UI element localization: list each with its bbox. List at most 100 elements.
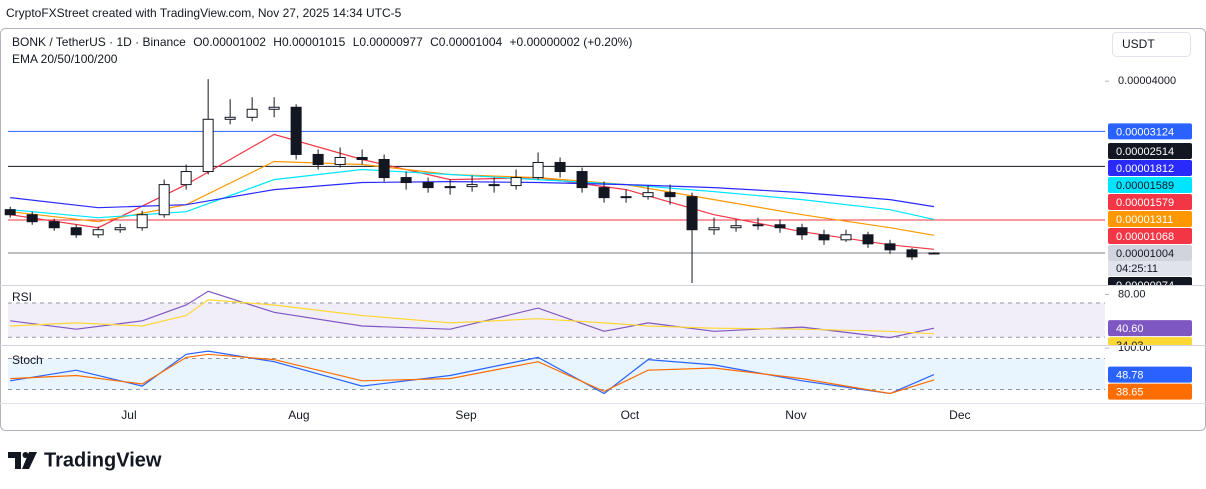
- price-badge: [1108, 142, 1192, 159]
- candle-body: [576, 171, 588, 189]
- brand-name: TradingView: [44, 449, 162, 471]
- price-badge: [1108, 276, 1192, 285]
- candle-body: [4, 209, 16, 216]
- candle-body: [708, 227, 720, 231]
- price-badge-label: 0.00000974: [1116, 280, 1174, 292]
- candle-body: [422, 182, 434, 189]
- candle-body: [26, 214, 38, 223]
- candle-body: [202, 118, 214, 173]
- x-tick-label: Oct: [621, 408, 640, 422]
- candle-body: [48, 221, 60, 229]
- candle-body: [290, 106, 302, 155]
- candle-body: [664, 192, 676, 198]
- price-badge: [1108, 193, 1192, 210]
- candle-body: [466, 184, 478, 188]
- logo-shape: [22, 452, 29, 458]
- indicator-line: [10, 353, 935, 395]
- candle-body: [752, 224, 764, 227]
- candle-body: [400, 177, 412, 184]
- indicator-label: EMA 20/50/100/200: [12, 52, 118, 66]
- candle-body: [642, 192, 654, 198]
- ohlc-low: L0.00000977: [353, 35, 423, 49]
- candle-body: [510, 177, 522, 187]
- ema-line: [10, 160, 935, 236]
- candle-body: [180, 171, 192, 186]
- x-tick-label: Jul: [121, 408, 136, 422]
- candle-body: [312, 153, 324, 165]
- candle-body: [444, 186, 456, 189]
- candle-body: [730, 225, 742, 229]
- band-fill: [8, 358, 1105, 390]
- x-tick-label: Aug: [288, 408, 309, 422]
- candle-body: [92, 229, 104, 236]
- price-badge: [1108, 159, 1192, 176]
- price-badge-label: 0.00001068: [1116, 231, 1174, 243]
- candle-body: [884, 243, 896, 251]
- pane-title: Stoch: [12, 353, 43, 367]
- logo-shape: [22, 452, 37, 469]
- ohlc-close: C0.00001004: [430, 35, 502, 49]
- candle-body: [840, 234, 852, 241]
- currency-button[interactable]: [1112, 32, 1191, 57]
- y-tick-label: 0.00004000: [1118, 75, 1176, 87]
- candle-body: [532, 161, 544, 179]
- candle-body: [488, 184, 500, 187]
- x-tick-label: Nov: [785, 408, 806, 422]
- candle-body: [136, 214, 148, 229]
- candle-body: [378, 158, 390, 179]
- candle-body: [906, 249, 918, 258]
- candle-body: [862, 234, 874, 245]
- price-badge: [1108, 383, 1192, 400]
- price-badge-label: 40.60: [1116, 323, 1144, 335]
- candle-body: [818, 234, 830, 241]
- indicator-line: [10, 299, 935, 335]
- x-tick-label: Dec: [949, 408, 970, 422]
- candle-body: [598, 187, 610, 199]
- price-badge: [1108, 123, 1192, 140]
- candle-body: [246, 108, 258, 118]
- candle-body: [796, 227, 808, 236]
- candle-body: [686, 196, 698, 231]
- symbol-title: BONK / TetherUS · 1D · Binance: [12, 35, 186, 49]
- price-pane: 0.00004000 0.00003124 0.00002514 0.00001812…: [4, 75, 1192, 292]
- price-badge: [1108, 337, 1192, 345]
- currency-label[interactable]: USDT: [1122, 37, 1155, 51]
- rsi-pane: 80.00 40.60 34.03: [8, 288, 1192, 345]
- price-badge-label: 48.78: [1116, 370, 1144, 382]
- y-tick-label: 100.00: [1118, 342, 1152, 354]
- price-badge: [1108, 320, 1192, 337]
- price-badge-label: 38.65: [1116, 387, 1144, 399]
- candle-body: [774, 224, 786, 229]
- x-tick-label: Sep: [455, 408, 477, 422]
- price-badge-label: 0.00001311: [1116, 214, 1173, 226]
- candle-body: [268, 106, 280, 110]
- symbol-header: BONK / TetherUS · 1D · Binance O0.000010…: [12, 35, 632, 49]
- price-badge: [1108, 210, 1192, 227]
- price-badge-label: 0.00001589: [1116, 180, 1174, 192]
- price-badge: [1108, 244, 1192, 261]
- price-badge: [1108, 227, 1192, 244]
- brand-logo: [8, 452, 37, 469]
- candle-body: [70, 227, 82, 236]
- candle-body: [114, 227, 126, 231]
- price-badge-label: 0.00002514: [1116, 146, 1174, 158]
- ohlc-high: H0.00001015: [273, 35, 345, 49]
- price-badge-label: 0.00001812: [1116, 163, 1174, 175]
- candle-body: [554, 161, 566, 173]
- candle-body: [356, 156, 368, 160]
- price-badge-label: 0.00001004: [1116, 248, 1174, 260]
- caption: CryptoFXStreet created with TradingView.…: [6, 6, 402, 20]
- price-badge-label: 0.00001579: [1116, 197, 1174, 209]
- ohlc-open: O0.00001002: [193, 35, 266, 49]
- ohlc-change: +0.00000002 (+0.20%): [510, 35, 633, 49]
- pane-title: RSI: [12, 290, 32, 304]
- countdown-label: 04:25:11: [1116, 263, 1158, 275]
- stoch-pane: 100.00 48.78 38.65: [8, 342, 1192, 400]
- price-badge: [1108, 176, 1192, 193]
- price-badge-label: 0.00003124: [1116, 126, 1174, 138]
- candle-body: [620, 196, 632, 199]
- candle-body: [334, 156, 346, 165]
- price-badge: [1108, 366, 1192, 383]
